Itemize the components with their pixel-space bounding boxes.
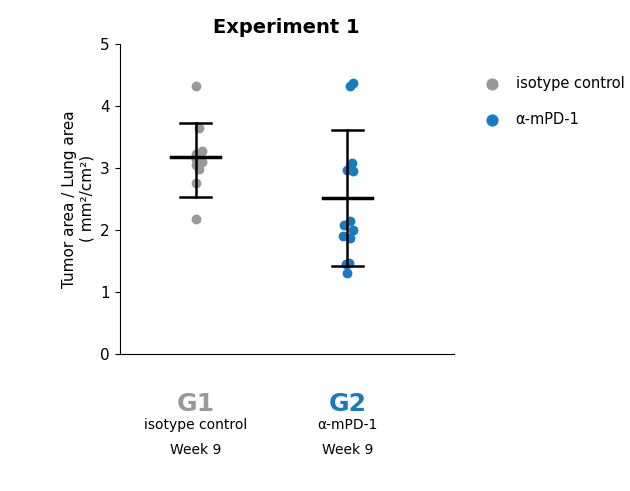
Point — [348, 79, 358, 87]
Text: G1: G1 — [176, 392, 215, 416]
Point — [345, 234, 355, 242]
Title: Experiment 1: Experiment 1 — [214, 18, 360, 37]
Y-axis label: Tumor area / Lung area
( mm²/cm²): Tumor area / Lung area ( mm²/cm²) — [62, 110, 94, 288]
Point — [344, 259, 354, 267]
Point — [197, 147, 207, 155]
Point — [342, 269, 352, 277]
Point — [190, 161, 200, 169]
Point — [340, 221, 350, 229]
Text: isotype control: isotype control — [144, 418, 247, 433]
Point — [190, 150, 200, 158]
Point — [193, 165, 203, 173]
Point — [193, 124, 203, 132]
Text: G2: G2 — [328, 392, 367, 416]
Point — [338, 232, 348, 240]
Point — [190, 155, 200, 163]
Point — [345, 82, 355, 89]
Point — [190, 215, 200, 222]
Legend: isotype control, α-mPD-1: isotype control, α-mPD-1 — [478, 76, 624, 127]
Point — [341, 260, 351, 268]
Point — [347, 159, 357, 167]
Point — [197, 158, 207, 165]
Point — [342, 166, 352, 174]
Point — [345, 217, 355, 224]
Point — [348, 167, 358, 175]
Point — [190, 180, 200, 188]
Text: α-mPD-1: α-mPD-1 — [317, 418, 377, 433]
Point — [348, 226, 358, 234]
Text: Week 9: Week 9 — [170, 443, 221, 457]
Point — [193, 152, 203, 160]
Text: Week 9: Week 9 — [322, 443, 373, 457]
Point — [190, 82, 200, 89]
